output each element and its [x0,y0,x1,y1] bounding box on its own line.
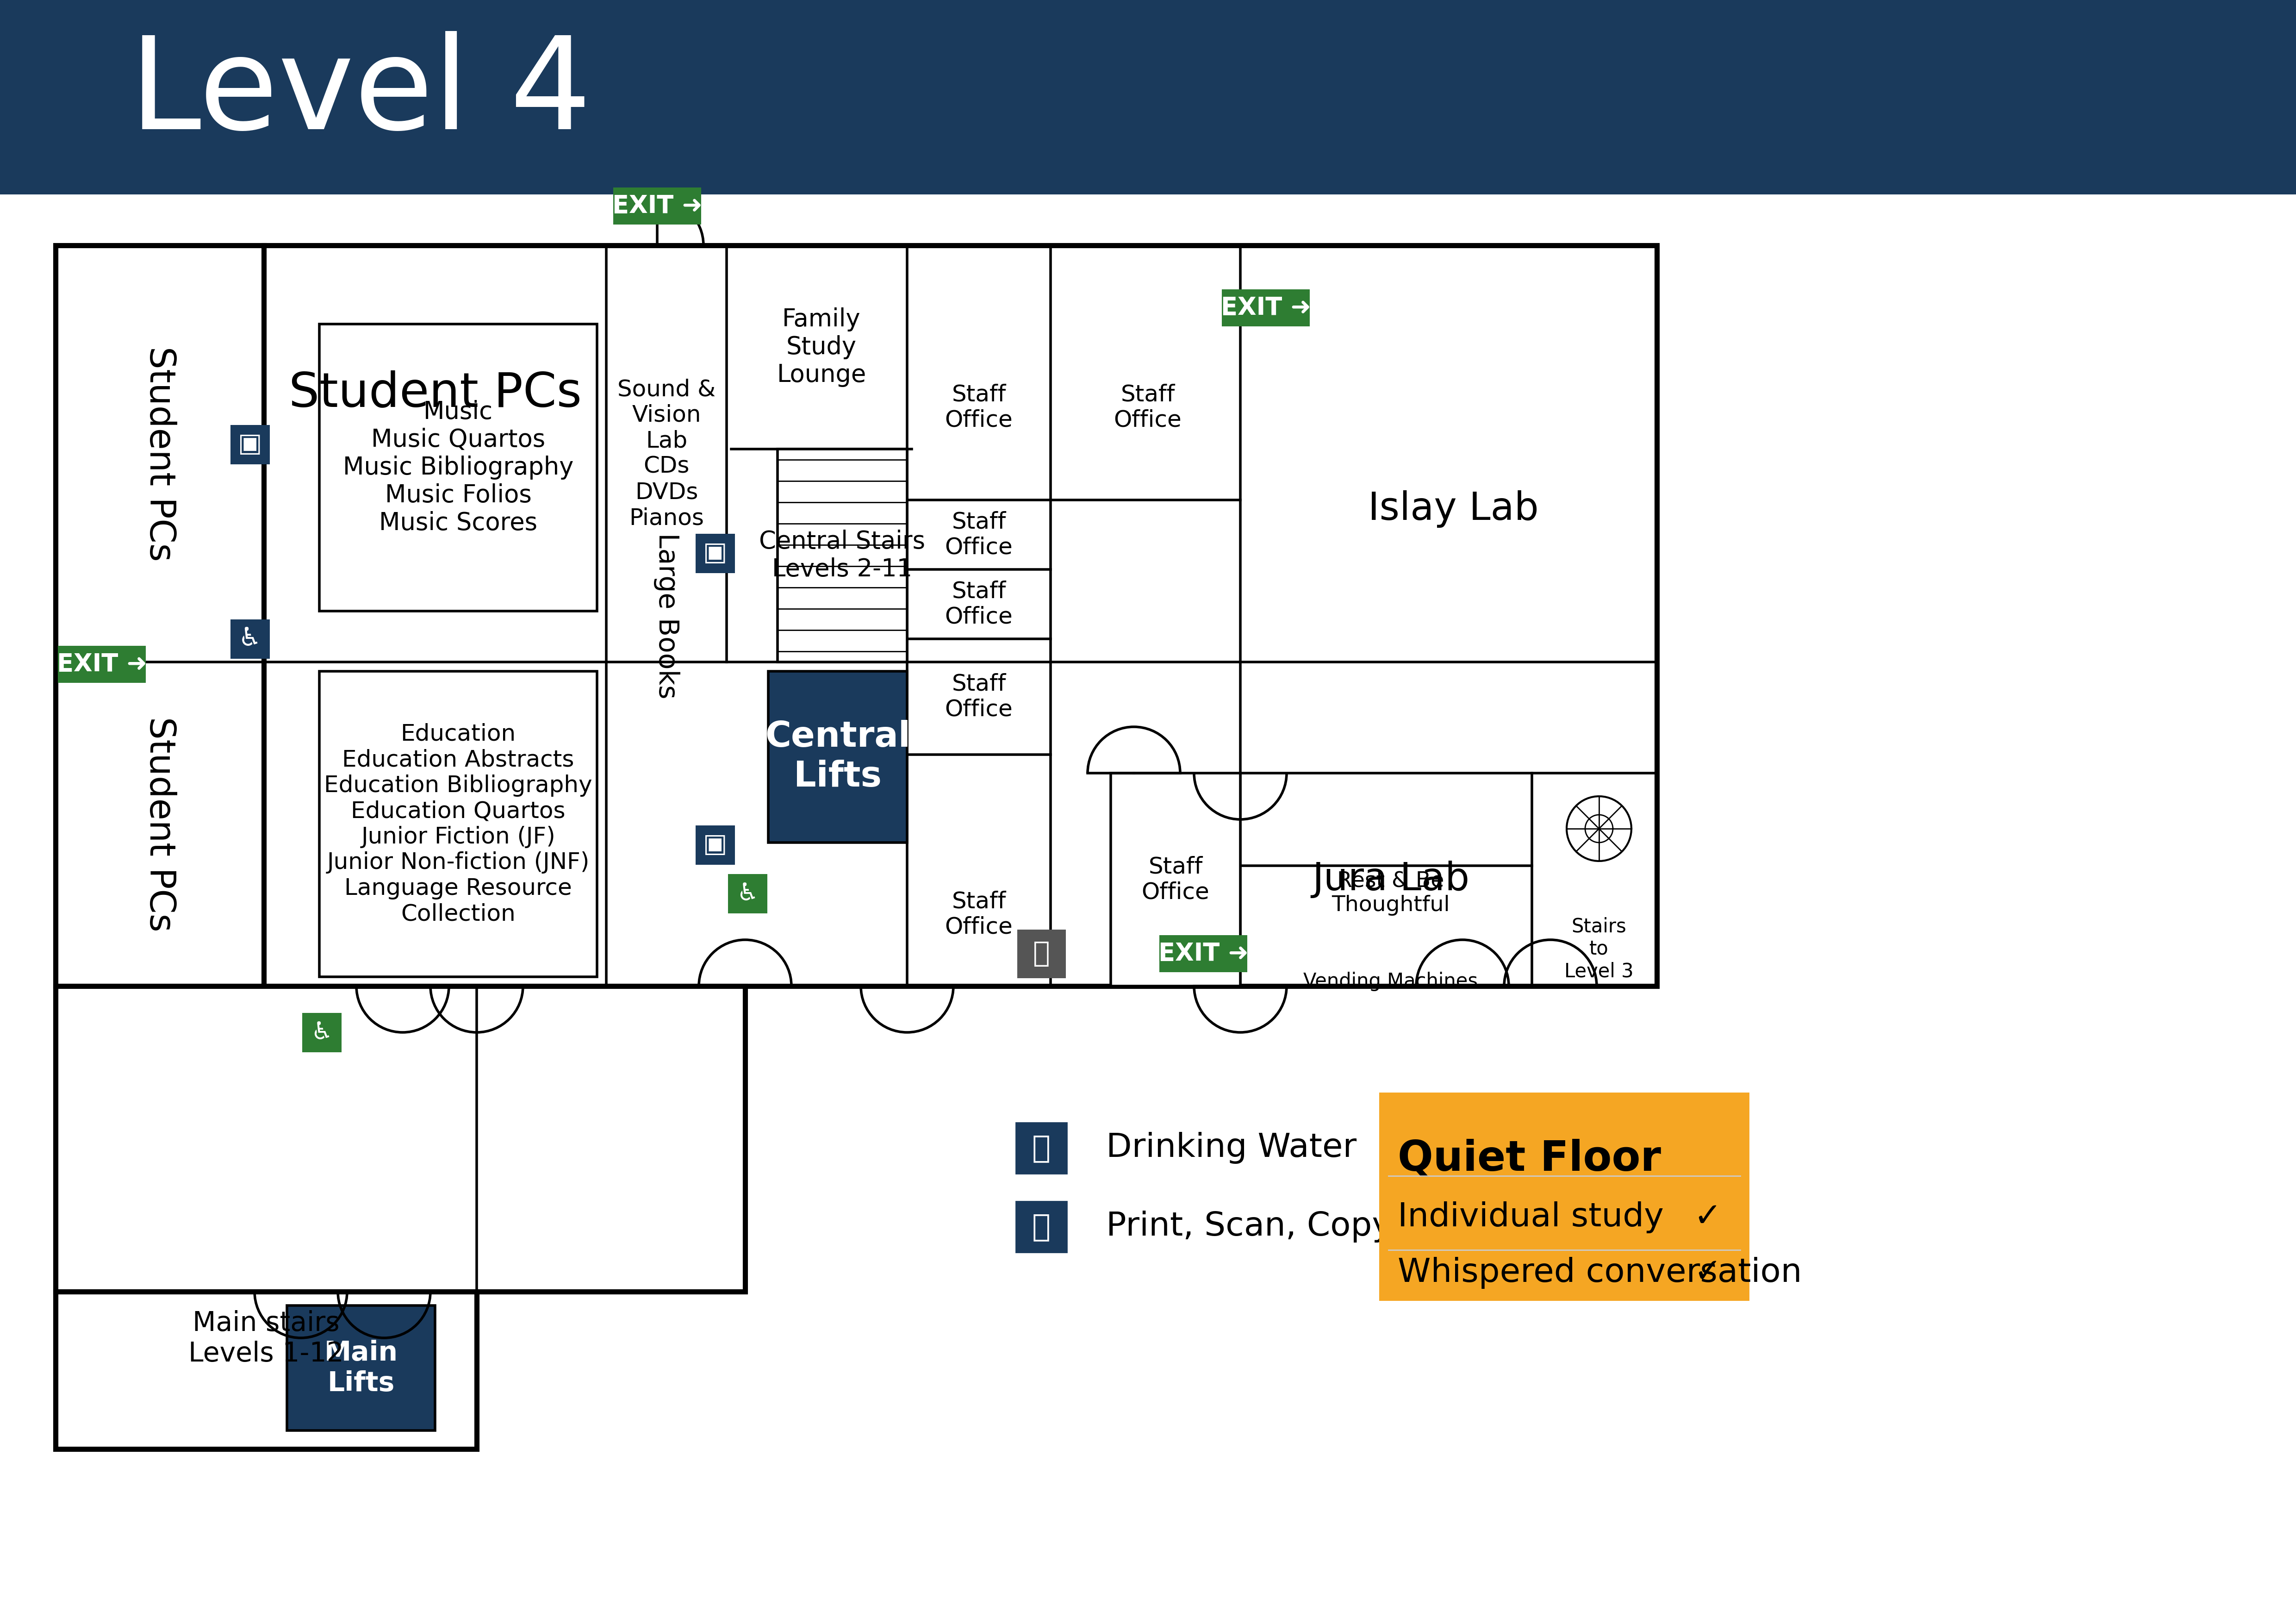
Bar [769,671,907,843]
Bar [319,325,597,611]
Text: Print, Scan, Copy: Print, Scan, Copy [1107,1212,1391,1242]
Bar [613,187,700,224]
Text: ▣: ▣ [703,833,728,857]
Text: ♿: ♿ [239,627,262,651]
Bar [57,646,145,682]
Text: Main stairs
Levels 1-12: Main stairs Levels 1-12 [188,1311,344,1367]
Bar [1159,935,1247,973]
Text: Jura Lab: Jura Lab [1311,861,1469,898]
Text: Staff
Office: Staff Office [946,580,1013,628]
Text: Staff
Office: Staff Office [1141,856,1210,903]
Text: Whispered conversation: Whispered conversation [1398,1257,1802,1289]
Text: Main
Lifts: Main Lifts [324,1340,397,1397]
Bar [0,0,2296,195]
Bar [1221,289,1309,326]
Text: Student PCs: Student PCs [142,716,177,932]
Text: EXIT ➜: EXIT ➜ [1221,296,1311,320]
Text: Central
Lifts: Central Lifts [765,719,909,794]
Bar [1380,1093,1750,1301]
Text: ▣: ▣ [703,541,728,565]
Text: Stairs
to
Level 3: Stairs to Level 3 [1564,918,1635,981]
Text: 💧: 💧 [1033,1134,1052,1163]
Text: Drinking Water: Drinking Water [1107,1132,1357,1164]
Bar [55,1291,478,1449]
Text: Individual study: Individual study [1398,1202,1665,1234]
Text: ▣: ▣ [239,432,262,456]
Text: 🖨: 🖨 [1033,1212,1052,1242]
Text: Sound &
Vision
Lab
CDs
DVDs
Pianos: Sound & Vision Lab CDs DVDs Pianos [618,378,716,529]
Bar [696,825,735,864]
Text: Staff
Office: Staff Office [1114,383,1182,432]
Text: Family
Study
Lounge: Family Study Lounge [776,307,866,387]
Bar [1111,773,1240,986]
Text: Islay Lab: Islay Lab [1368,490,1538,528]
Text: Student PCs: Student PCs [289,370,581,417]
Text: Student PCs: Student PCs [142,346,177,562]
Text: Staff
Office: Staff Office [946,672,1013,721]
Bar [230,425,271,464]
Text: ♿: ♿ [737,882,758,906]
Bar [303,1013,342,1052]
Bar [696,534,735,573]
Text: EXIT ➜: EXIT ➜ [613,193,703,218]
Text: Large Books: Large Books [654,533,680,698]
Text: ♿: ♿ [310,1020,333,1044]
Text: Staff
Office: Staff Office [946,890,1013,939]
Bar [55,986,746,1291]
Text: Staff
Office: Staff Office [946,383,1013,432]
Bar [55,245,1658,986]
Text: EXIT ➜: EXIT ➜ [57,653,147,676]
Bar [1015,1122,1068,1174]
Bar [287,1306,434,1431]
Text: Central Stairs
Levels 2-11: Central Stairs Levels 2-11 [760,529,925,581]
Bar [230,619,271,659]
Text: Education
Education Abstracts
Education Bibliography
Education Quartos
Junior Fi: Education Education Abstracts Education … [324,723,592,926]
Bar [728,874,767,913]
Text: Music
Music Quartos
Music Bibliography
Music Folios
Music Scores: Music Music Quartos Music Bibliography M… [342,400,574,536]
Text: Staff
Office: Staff Office [946,510,1013,559]
Text: 🚻: 🚻 [1033,940,1049,968]
Text: ✓: ✓ [1694,1202,1722,1234]
Bar [1017,929,1065,978]
Bar [1015,1202,1068,1252]
Bar [778,450,907,663]
Text: Vending Machines: Vending Machines [1304,971,1479,991]
Text: Level 4: Level 4 [129,31,592,156]
Text: ✓: ✓ [1694,1257,1722,1289]
Bar [319,671,597,976]
Text: Rest & Be
Thoughtful: Rest & Be Thoughtful [1332,870,1449,916]
Text: Quiet Floor: Quiet Floor [1398,1138,1660,1179]
Text: EXIT ➜: EXIT ➜ [1157,942,1249,966]
